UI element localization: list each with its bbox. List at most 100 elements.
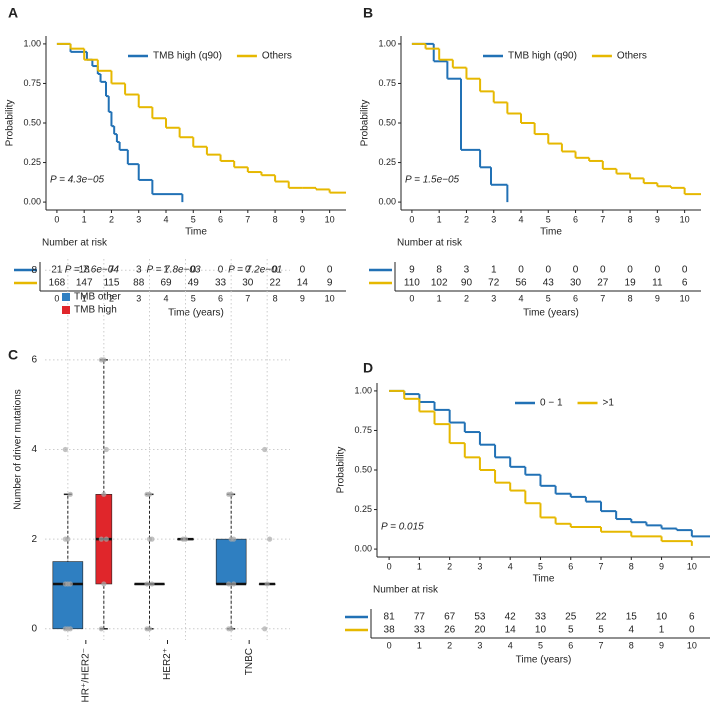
risk-count: 3 [136,265,142,276]
risk-title: Number at risk [397,238,463,249]
risk-count: 6 [689,612,695,623]
risk-time: 10 [680,293,690,303]
x-tick-label: 4 [518,214,523,224]
y-axis-title: Probability [360,100,371,147]
x-tick-label: 8 [628,214,633,224]
annotation: P = 0.015 [381,522,424,533]
risk-count: 1 [491,265,497,276]
y-tick-label: 0.75 [378,78,396,88]
risk-time: 0 [54,293,59,303]
y-tick-label: 0.50 [354,464,372,474]
x-tick-label: 8 [629,561,634,571]
x-tick-label: 3 [136,214,141,224]
legend-label: TMB high (q90) [153,51,222,62]
risk-count: 81 [384,612,396,623]
risk-time: 5 [538,640,543,650]
risk-count: 0 [573,265,579,276]
legend-label: TMB high (q90) [508,51,577,62]
risk-count: 43 [543,278,555,289]
step-riser [424,43,686,195]
point [67,626,73,632]
point [98,536,104,542]
y-tick-label: 0.25 [354,504,372,514]
point [146,491,153,497]
x-tick-label: 6 [573,214,578,224]
risk-count: 90 [461,278,473,289]
risk-time: 0 [387,640,392,650]
x-axis-title: Time [185,227,207,238]
y-tick-label: 8 [31,265,37,276]
risk-time: 2 [464,293,469,303]
x-axis-title: Time [540,227,562,238]
group-label: TNBC [244,648,255,675]
point [103,536,109,542]
risk-time: 8 [628,293,633,303]
risk-time: 7 [599,640,604,650]
y-tick-label: 0.50 [378,117,396,127]
legend-key [62,293,70,301]
x-tick-label: 2 [464,214,469,224]
risk-count: 0 [218,265,224,276]
risk-x-title: Time (years) [168,308,224,319]
point [262,446,268,453]
point [264,581,270,587]
risk-count: 56 [515,278,527,289]
p-annotation: P = 7.6e−04 [65,265,120,276]
risk-count: 6 [682,278,688,289]
risk-count: 3 [464,265,470,276]
point [146,626,153,632]
x-tick-label: 5 [191,214,196,224]
x-tick-label: 1 [417,561,422,571]
group-label: HER2⁺ [162,648,173,680]
x-tick-label: 5 [538,561,543,571]
legend-label: >1 [603,398,615,409]
y-axis-title: Probability [336,447,347,494]
point [262,626,268,632]
point [101,581,107,587]
risk-count: 53 [474,612,486,623]
risk-time: 6 [573,293,578,303]
risk-count: 67 [444,612,456,623]
risk-count: 4 [629,625,635,636]
y-tick-label: 0.00 [23,196,41,206]
annotation: P = 4.3e−05 [50,175,105,186]
risk-time: 10 [325,293,335,303]
risk-count: 0 [655,265,661,276]
risk-count: 147 [76,278,93,289]
risk-count: 15 [626,612,638,623]
risk-count: 0 [245,265,251,276]
risk-count: 0 [300,265,306,276]
risk-time: 2 [109,293,114,303]
point [149,581,155,587]
y-tick-label: 4 [31,444,37,455]
y-tick-label: 0.75 [23,78,41,88]
y-tick-label: 1.00 [354,385,372,395]
risk-x-title: Time (years) [516,655,572,666]
panel-label: D [363,360,373,376]
risk-time: 5 [546,293,551,303]
x-tick-label: 1 [437,214,442,224]
risk-time: 3 [477,640,482,650]
risk-time: 10 [687,640,697,650]
risk-count: 33 [535,612,547,623]
p-annotation: P = 7.2e−01 [228,265,282,276]
x-tick-label: 10 [680,214,690,224]
risk-count: 77 [414,612,426,623]
legend-label: TMB other [74,292,121,303]
risk-count: 5 [568,625,574,636]
y-axis-title: Probability [5,100,16,147]
point [98,626,104,632]
risk-count: 0 [327,265,333,276]
point [228,626,234,632]
risk-count: 30 [570,278,582,289]
x-tick-label: 2 [109,214,114,224]
risk-count: 42 [505,612,517,623]
x-tick-label: 9 [300,214,305,224]
risk-time: 1 [417,640,422,650]
x-tick-label: 5 [546,214,551,224]
legend-label: TMB high [74,305,117,316]
point [101,357,107,363]
risk-time: 9 [659,640,664,650]
risk-time: 0 [409,293,414,303]
box [52,561,84,630]
